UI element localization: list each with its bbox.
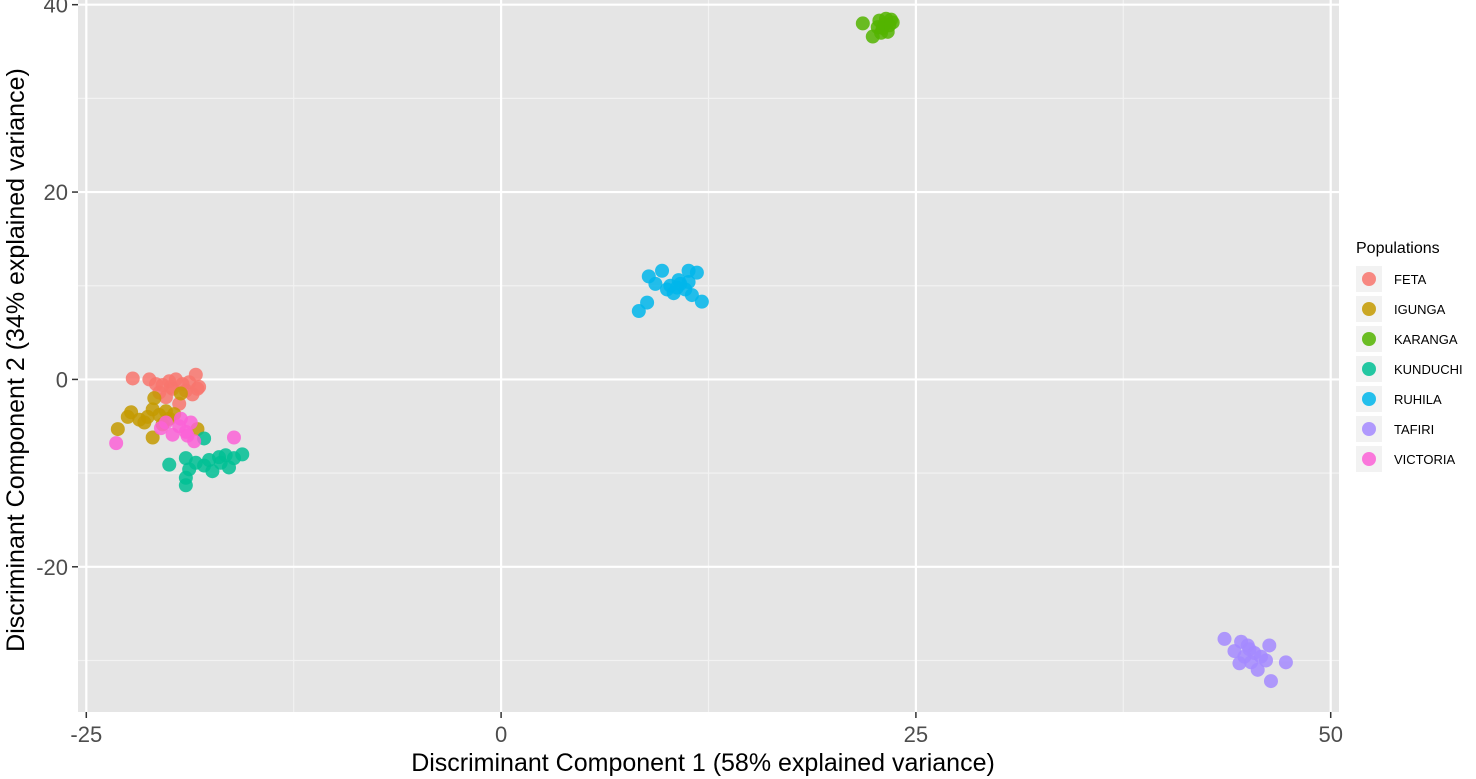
x-tick-label: 25 bbox=[904, 722, 928, 747]
y-tick-label: -20 bbox=[36, 555, 68, 580]
legend-items: FETA IGUNGA KARANGA KUNDUCHI RUHILA TAFIRI VIC… bbox=[1356, 266, 1463, 472]
point-karanga bbox=[870, 20, 885, 35]
point-feta bbox=[163, 379, 178, 394]
legend-swatch-tafiri bbox=[1362, 422, 1376, 436]
point-ruhila bbox=[694, 294, 709, 309]
point-tafiri bbox=[1250, 662, 1265, 677]
y-tick-label: 20 bbox=[44, 180, 68, 205]
point-victoria bbox=[226, 430, 241, 445]
data-points bbox=[109, 11, 1293, 689]
point-ruhila bbox=[648, 276, 663, 291]
point-tafiri bbox=[1232, 656, 1247, 671]
point-ruhila bbox=[684, 288, 699, 303]
grid-lines bbox=[78, 0, 1339, 712]
point-karanga bbox=[884, 12, 899, 27]
point-tafiri bbox=[1217, 631, 1232, 646]
legend-title: Populations bbox=[1356, 240, 1440, 257]
point-tafiri bbox=[1262, 638, 1277, 653]
legend-label-ruhila: RUHILA bbox=[1394, 392, 1442, 407]
point-kunduchi bbox=[178, 478, 193, 493]
point-victoria bbox=[173, 411, 188, 426]
legend-swatch-igunga bbox=[1362, 302, 1376, 316]
x-tick-label: 50 bbox=[1318, 722, 1342, 747]
legend-label-karanga: KARANGA bbox=[1394, 332, 1458, 347]
point-tafiri bbox=[1242, 642, 1257, 657]
legend-swatch-kunduchi bbox=[1362, 362, 1376, 376]
legend-label-kunduchi: KUNDUCHI bbox=[1394, 362, 1463, 377]
point-ruhila bbox=[655, 263, 670, 278]
legend-swatch-karanga bbox=[1362, 332, 1376, 346]
point-ruhila bbox=[671, 273, 686, 288]
point-tafiri bbox=[1278, 655, 1293, 670]
axes: -25 0 25 50 -20 0 20 40 bbox=[36, 0, 1343, 747]
legend-label-tafiri: TAFIRI bbox=[1394, 422, 1434, 437]
point-ruhila bbox=[640, 295, 655, 310]
point-tafiri bbox=[1263, 674, 1278, 689]
point-igunga bbox=[110, 422, 125, 437]
y-tick-label: 0 bbox=[56, 367, 68, 392]
x-axis-title: Discriminant Component 1 (58% explained … bbox=[411, 749, 995, 777]
y-axis-title: Discriminant Component 2 (34% explained … bbox=[2, 68, 30, 652]
point-victoria bbox=[109, 436, 124, 451]
point-igunga bbox=[147, 391, 162, 406]
point-kunduchi bbox=[213, 455, 228, 470]
legend-swatch-feta bbox=[1362, 272, 1376, 286]
point-igunga bbox=[137, 415, 152, 430]
legend-label-igunga: IGUNGA bbox=[1394, 302, 1446, 317]
point-tafiri bbox=[1258, 653, 1273, 668]
point-igunga bbox=[145, 430, 160, 445]
legend-swatch-ruhila bbox=[1362, 392, 1376, 406]
point-feta bbox=[125, 371, 140, 386]
point-ruhila bbox=[689, 265, 704, 280]
point-kunduchi bbox=[235, 447, 250, 462]
point-igunga bbox=[173, 386, 188, 401]
legend-label-feta: FETA bbox=[1394, 272, 1427, 287]
x-tick-label: 0 bbox=[495, 722, 507, 747]
point-victoria bbox=[180, 428, 195, 443]
x-tick-label: -25 bbox=[70, 722, 102, 747]
point-victoria bbox=[153, 421, 168, 436]
legend-label-victoria: VICTORIA bbox=[1394, 452, 1455, 467]
legend: Populations FETA IGUNGA KARANGA KUNDUCHI RUH… bbox=[1356, 240, 1463, 472]
point-karanga bbox=[855, 16, 870, 31]
point-feta bbox=[148, 377, 163, 392]
legend-swatch-victoria bbox=[1362, 452, 1376, 466]
y-tick-label: 40 bbox=[44, 0, 68, 18]
point-feta bbox=[188, 367, 203, 382]
point-feta bbox=[190, 381, 205, 396]
point-kunduchi bbox=[162, 457, 177, 472]
